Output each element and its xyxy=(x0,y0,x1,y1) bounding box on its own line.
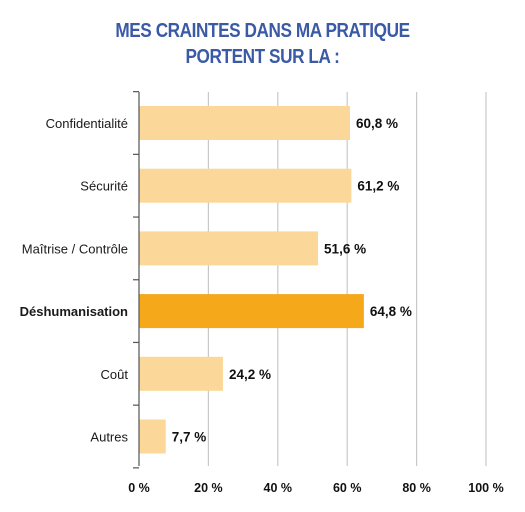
category-label: Déshumanisation xyxy=(20,304,128,319)
x-tick-label: 40 % xyxy=(264,481,293,495)
bar xyxy=(139,168,352,203)
x-tick-label: 80 % xyxy=(402,481,431,495)
bar xyxy=(139,106,350,140)
bar xyxy=(139,231,319,266)
x-tick-label: 100 % xyxy=(468,481,503,495)
category-label: Maîtrise / Contrôle xyxy=(22,241,128,256)
bar-value-label: 7,7 % xyxy=(172,430,207,445)
bar-value-label: 64,8 % xyxy=(370,304,412,319)
chart-title-line-1: MES CRAINTES DANS MA PRATIQUE xyxy=(115,20,410,42)
chart-title-line-2: PORTENT SUR LA : xyxy=(185,46,340,68)
x-tick-label: 60 % xyxy=(333,481,362,495)
bar-value-label: 51,6 % xyxy=(324,241,366,256)
x-tick-label: 0 % xyxy=(128,481,150,495)
x-tick-label: 20 % xyxy=(194,481,223,495)
category-label: Coût xyxy=(101,367,129,382)
bar-value-label: 24,2 % xyxy=(229,367,271,382)
bar xyxy=(139,419,166,454)
bar-value-label: 61,2 % xyxy=(357,179,399,194)
category-label: Confidentialité xyxy=(46,116,128,131)
chart-title: MES CRAINTES DANS MA PRATIQUE PORTENT SU… xyxy=(37,18,489,70)
bar-value-label: 60,8 % xyxy=(356,116,398,131)
category-label: Sécurité xyxy=(80,179,128,194)
category-label: Autres xyxy=(90,430,128,445)
bar xyxy=(139,294,364,329)
bar xyxy=(139,356,223,391)
